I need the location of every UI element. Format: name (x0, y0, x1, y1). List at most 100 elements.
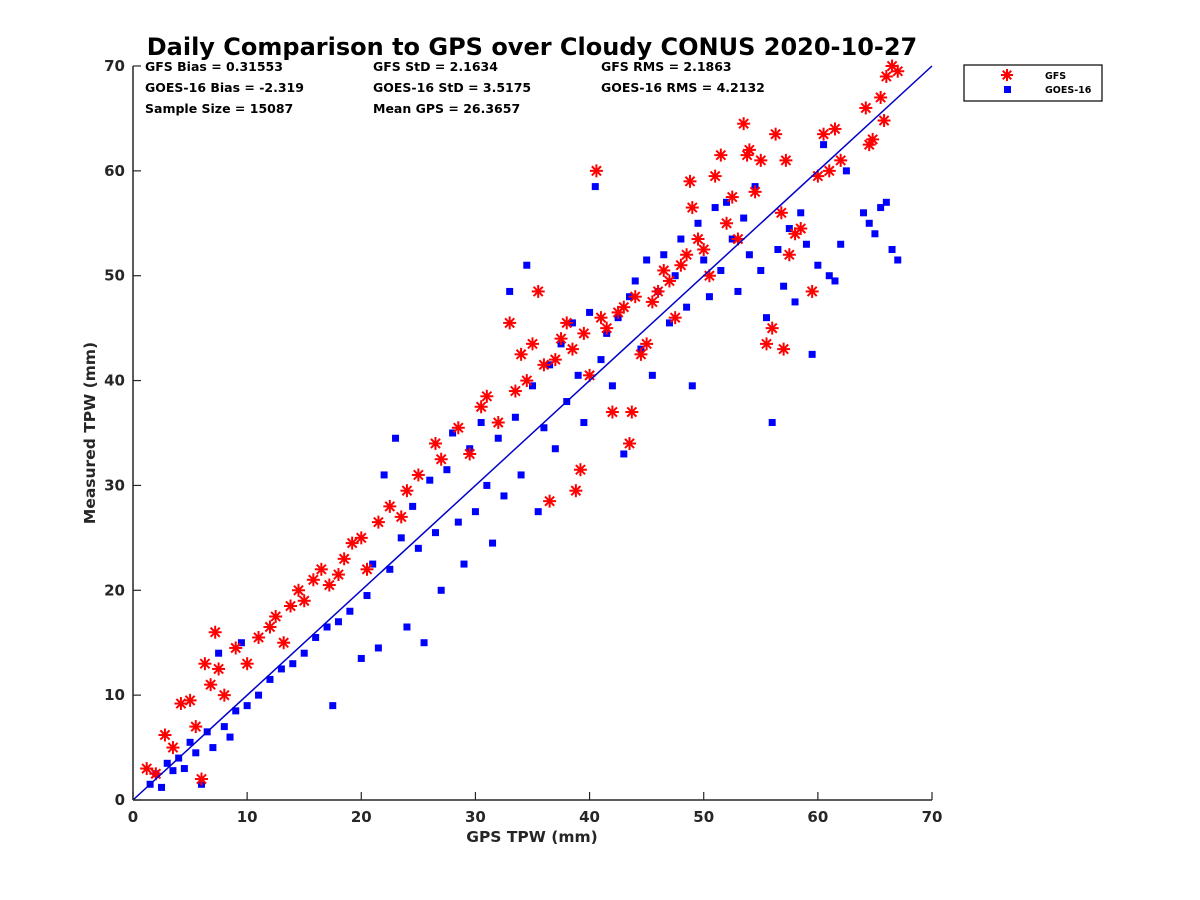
gfs-point (725, 190, 739, 204)
goes16-point (483, 481, 491, 489)
gfs-point (434, 452, 448, 466)
goes16-point (643, 256, 651, 264)
goes16-point (460, 560, 468, 568)
goes16-point (683, 303, 691, 311)
gfs-point (748, 185, 762, 199)
goes16-point (882, 198, 890, 206)
goes16-point (426, 476, 434, 484)
goes16-point (694, 219, 702, 227)
goes16-point (791, 298, 799, 306)
goes16-point (192, 749, 200, 757)
gfs-point (779, 153, 793, 167)
x-axis-label: GPS TPW (mm) (466, 828, 598, 846)
gfs-point (691, 232, 705, 246)
goes16-point (688, 382, 696, 390)
stat-mean-gps: Mean GPS = 26.3657 (373, 101, 520, 116)
gfs-point (628, 290, 642, 304)
gfs-point (514, 347, 528, 361)
gfs-point (625, 405, 639, 419)
stat-goes-std: GOES-16 StD = 3.5175 (373, 80, 531, 95)
gfs-point (714, 148, 728, 162)
gfs-point (322, 578, 336, 592)
goes16-point (648, 371, 656, 379)
gfs-point (674, 258, 688, 272)
goes16-point (740, 214, 748, 222)
gfs-point (212, 662, 226, 676)
x-tick-label: 40 (579, 808, 600, 826)
goes16-point (574, 371, 582, 379)
goes16-point (825, 272, 833, 280)
gfs-point (573, 463, 587, 477)
goes16-point (768, 419, 776, 427)
goes16-point (363, 592, 371, 600)
goes16-point (620, 450, 628, 458)
goes16-point (232, 707, 240, 715)
gfs-point (371, 515, 385, 529)
legend-asterisk-marker (1001, 69, 1013, 81)
stats-annotations: GFS Bias = 0.31553 GFS StD = 2.1634 GFS … (145, 59, 765, 116)
gfs-point (306, 573, 320, 587)
gfs-point (194, 772, 208, 786)
gfs-point (645, 295, 659, 309)
x-tick-label: 30 (465, 808, 486, 826)
goes16-point (449, 429, 457, 437)
goes16-point (443, 466, 451, 474)
goes16-point (723, 198, 731, 206)
gfs-point (577, 326, 591, 340)
gfs-point (269, 610, 283, 623)
gfs-point (474, 400, 488, 414)
goes16-point (431, 529, 439, 537)
gfs-point (463, 447, 477, 461)
gfs-point (742, 143, 756, 157)
goes16-point (158, 783, 166, 791)
gfs-point (229, 641, 243, 655)
goes16-point (506, 287, 514, 295)
x-tick-label: 20 (351, 808, 372, 826)
gfs-point (508, 384, 522, 398)
gfs-point (862, 138, 876, 152)
gfs-point (817, 127, 831, 141)
goes16-point (180, 765, 188, 773)
goes16-point (523, 261, 531, 269)
one-to-one-line (132, 65, 933, 801)
gfs-point (668, 311, 682, 325)
axes: 0 10 20 30 40 50 60 70 0 10 20 30 40 50 60 70 (104, 57, 942, 826)
goes16-point (831, 277, 839, 285)
gfs-point (594, 311, 608, 325)
y-tick-label: 20 (104, 581, 125, 599)
goes16-point (700, 256, 708, 264)
gfs-point (263, 620, 277, 634)
goes16-point (215, 649, 223, 657)
gfs-point (531, 284, 545, 298)
gfs-point (543, 494, 557, 508)
gfs-point (697, 243, 711, 256)
gfs-point (337, 552, 351, 566)
gfs-point (198, 657, 212, 671)
goes16-point (243, 702, 251, 710)
gfs-point (354, 531, 368, 545)
goes16-point (540, 424, 548, 432)
goes16-point (842, 167, 850, 175)
gfs-point (828, 122, 842, 136)
gfs-point (208, 625, 222, 639)
gfs-point (782, 248, 796, 262)
gfs-point (537, 358, 551, 372)
gfs-point (634, 347, 648, 361)
goes16-point (392, 434, 400, 442)
gfs-point (589, 164, 603, 178)
gfs-point (166, 741, 180, 755)
legend-label-gfs: GFS (1045, 71, 1066, 82)
gfs-point (345, 536, 359, 550)
goes16-point (745, 251, 753, 259)
gfs-point (284, 599, 298, 613)
goes16-point (677, 235, 685, 243)
gfs-point (683, 174, 697, 188)
goes16-point (717, 266, 725, 274)
goes16-point (454, 518, 462, 526)
gfs-point (520, 374, 534, 388)
legend-square-marker (1004, 86, 1011, 93)
goes16-point (797, 209, 805, 217)
goes16-point (820, 141, 828, 149)
